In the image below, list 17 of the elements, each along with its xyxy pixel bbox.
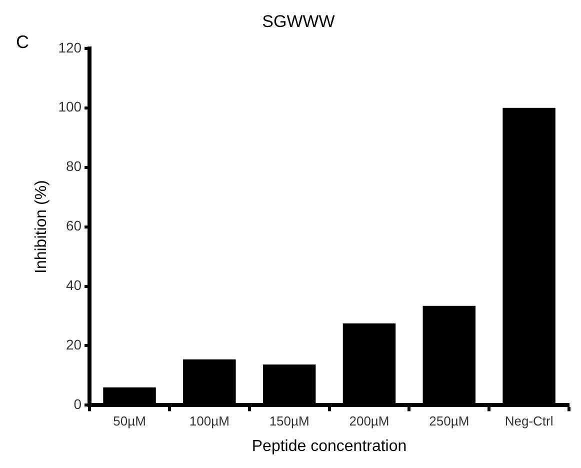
y-tick-label: 60: [66, 218, 82, 234]
y-tick-label: 80: [66, 158, 82, 174]
y-tick-label: 120: [58, 39, 82, 56]
y-tick-label: 100: [58, 98, 82, 115]
y-tick-label: 0: [74, 396, 82, 412]
x-tick-label: 50µM: [113, 414, 146, 429]
x-tick-label: Neg-Ctrl: [504, 414, 554, 429]
x-tick-label: 200µM: [349, 414, 390, 429]
x-axis-title: Peptide concentration: [252, 438, 407, 455]
text: C: [16, 32, 29, 52]
x-tick-label: 100µM: [189, 414, 230, 429]
y-tick-label: 20: [66, 336, 82, 353]
chart-title: SGWWW: [262, 12, 335, 31]
x-tick-label: 150µM: [269, 414, 310, 429]
y-tick-label: 40: [66, 277, 82, 294]
x-tick-label: 250µM: [429, 414, 470, 429]
y-axis-title: Inhibition (%): [33, 180, 50, 274]
